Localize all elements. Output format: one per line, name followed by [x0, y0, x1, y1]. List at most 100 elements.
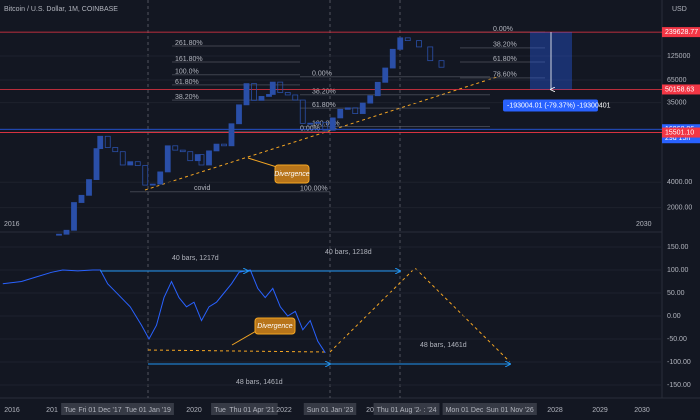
candle: [397, 37, 404, 50]
candle: [404, 37, 411, 42]
fib-label: 61.80%: [493, 56, 517, 63]
candle: [329, 117, 336, 131]
bars-measure-label: 40 bars, 1217d: [172, 255, 219, 262]
price-tick-label: 65000: [667, 77, 687, 84]
price-label: 15501.10: [665, 129, 694, 136]
candle: [157, 171, 164, 185]
time-label: Sun 01 Jan '23: [307, 407, 354, 414]
fib-label: 0.00%: [493, 26, 513, 33]
time-label: 202: [366, 407, 378, 414]
time-label-box: [226, 403, 278, 415]
candle: [277, 81, 284, 93]
time-label-box: [122, 403, 174, 415]
candle: [352, 107, 359, 114]
pane-time-label: 2016: [4, 221, 20, 228]
candle: [427, 46, 434, 62]
candle: [284, 92, 291, 96]
fib-label: 100.0%: [175, 69, 199, 76]
pane-time-label: 2030: [636, 221, 652, 228]
time-label: 2020: [186, 407, 202, 414]
candle: [63, 229, 70, 235]
time-label: Thu 01 Aug '24: [377, 407, 424, 414]
callout-text: Divergence: [274, 171, 310, 178]
time-label-box: [373, 403, 427, 415]
price-label: 50158.63: [665, 86, 694, 93]
measure-tooltip-box: [503, 99, 598, 112]
time-label: Mon 01 Dec '25: [446, 407, 495, 414]
candle: [194, 154, 201, 162]
candle: [359, 102, 366, 114]
candle: [213, 143, 220, 152]
bars-measure-label: 48 bars, 1461d: [236, 379, 283, 386]
time-label: Tue: [214, 407, 226, 414]
time-label: Sun 01 Nov '26: [486, 407, 534, 414]
time-label: 2030: [634, 407, 650, 414]
price-tick-label: 35000: [667, 100, 687, 107]
candle: [78, 194, 85, 203]
candle: [228, 123, 235, 147]
candle: [206, 150, 212, 166]
candle: [243, 83, 250, 106]
time-label: Tue 01 Jan '19: [125, 407, 171, 414]
candle: [344, 107, 351, 110]
time-label-box: [75, 403, 125, 415]
time-label-box: [483, 403, 537, 415]
candle: [251, 83, 257, 101]
currency-label: USD: [672, 6, 687, 13]
candle: [71, 202, 77, 231]
candle: [142, 165, 149, 186]
time-label: 2028: [547, 407, 563, 414]
time-label: 201: [46, 407, 58, 414]
candle: [314, 121, 321, 124]
price-tick-label: 2000.00: [667, 205, 692, 212]
osc-tick-label: -150.00: [667, 382, 691, 389]
fib-label: 0.00%: [312, 71, 332, 78]
callout-pointer: [247, 157, 281, 169]
candle: [307, 122, 314, 125]
candle: [374, 81, 381, 97]
time-label: 2029: [592, 407, 608, 414]
candle: [438, 60, 445, 68]
bars-measure-label: 48 bars, 1461d: [420, 342, 467, 349]
fib-label: 261.80%: [175, 40, 203, 47]
annotation-text: covid: [194, 185, 210, 192]
candle: [112, 147, 119, 153]
candle: [416, 40, 422, 48]
osc-tick-label: 100.00: [667, 267, 689, 274]
osc-tick-label: 0.00: [667, 313, 681, 320]
fib-label: 161.80%: [175, 56, 203, 63]
countdown: 29d 15h: [665, 135, 690, 142]
fib-label: 78.60%: [493, 72, 517, 79]
candle: [382, 67, 389, 83]
candle: [56, 233, 62, 236]
candle: [258, 96, 265, 101]
time-label: 2016: [4, 407, 20, 414]
osc-tick-label: -50.00: [667, 336, 687, 343]
candle: [292, 94, 299, 101]
fib-label: 100.00%: [300, 186, 328, 193]
time-label-box: [420, 403, 440, 415]
candle: [149, 183, 156, 186]
candle: [119, 151, 126, 166]
trend-line: [144, 75, 501, 191]
osc-tick-label: 150.00: [667, 244, 689, 251]
price-label-box: [662, 27, 700, 38]
candle: [104, 135, 111, 148]
fib-label: 38.20%: [312, 89, 336, 96]
oscillator-line: [2, 269, 326, 354]
candle: [198, 154, 205, 166]
candle: [134, 161, 141, 166]
time-label: 2022: [276, 407, 292, 414]
candle: [127, 161, 134, 166]
bars-measure-label: 40 bars, 1218d: [325, 249, 372, 256]
candle: [187, 151, 194, 162]
fib-label: 38.20%: [493, 42, 517, 49]
time-label: : '24: [423, 407, 436, 414]
price-tick-label: 4000.00: [667, 179, 692, 186]
candle: [164, 145, 171, 173]
osc-tick-label: -100.00: [667, 359, 691, 366]
candle: [337, 108, 344, 119]
